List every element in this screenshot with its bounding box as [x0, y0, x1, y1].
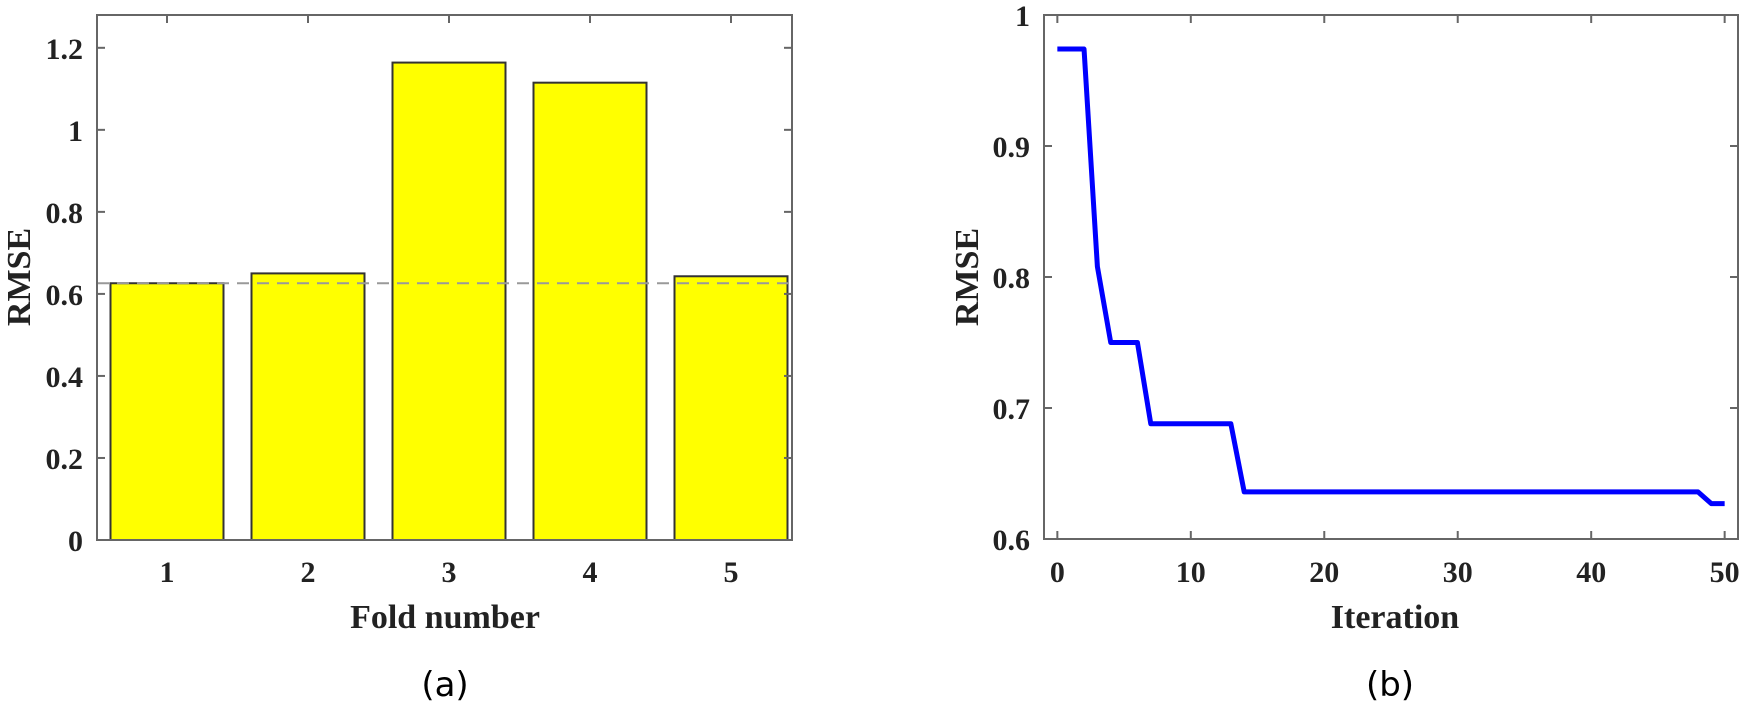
bar-fold-2	[250, 272, 366, 541]
bar-fold-4	[532, 81, 648, 541]
x-tick-label: 0	[1050, 556, 1065, 589]
y-tick-label: 1.2	[46, 33, 84, 66]
y-tick-label: 0.4	[46, 361, 84, 394]
y-axis-label: RMSE	[949, 228, 986, 326]
bar-fold-3	[391, 61, 507, 541]
x-tick-label: 1	[160, 556, 175, 589]
y-tick-label: 1	[68, 115, 83, 148]
x-tick-label: 40	[1576, 556, 1606, 589]
x-axis-ticks: 1 2 3 4 5	[160, 15, 739, 589]
y-axis-label: RMSE	[1, 228, 38, 326]
y-tick-label: 0.7	[993, 393, 1031, 426]
y-tick-label: 0.9	[993, 131, 1031, 164]
y-tick-label: 0.8	[993, 262, 1031, 295]
bar-fold-1	[109, 282, 225, 541]
x-tick-label: 4	[583, 556, 598, 589]
bar-fold-5	[673, 275, 789, 541]
y-tick-label: 0.6	[993, 524, 1031, 557]
x-tick-label: 30	[1443, 556, 1473, 589]
y-tick-label: 0	[68, 525, 83, 558]
bar-chart-panel-a: 0 0.2 0.4 0.6 0.8 1 1.2 1 2 3 4 5 RMSE Fold number…	[1, 14, 793, 705]
plot-frame	[96, 14, 793, 541]
panel-label-a: (a)	[421, 665, 468, 705]
y-tick-label: 1	[1015, 0, 1030, 33]
y-axis-ticks: 0.6 0.7 0.8 0.9 1	[993, 0, 1738, 557]
plot-frame	[1043, 14, 1739, 540]
x-tick-label: 5	[724, 556, 739, 589]
x-axis-label: Fold number	[350, 599, 540, 636]
y-tick-label: 0.6	[46, 279, 84, 312]
bars	[109, 61, 789, 541]
x-axis-ticks: 0 10 20 30 40 50	[1050, 15, 1740, 589]
x-tick-label: 10	[1176, 556, 1206, 589]
y-tick-label: 0.8	[46, 197, 84, 230]
panel-label-b: (b)	[1366, 665, 1414, 705]
y-tick-label: 0.2	[46, 443, 84, 476]
line-chart-panel-b: 0.6 0.7 0.8 0.9 1 0 10 20 30 40 50 RMSE Iteration…	[949, 0, 1740, 705]
x-tick-label: 3	[442, 556, 457, 589]
x-tick-label: 50	[1710, 556, 1740, 589]
x-tick-label: 2	[301, 556, 316, 589]
y-axis-ticks: 0 0.2 0.4 0.6 0.8 1 1.2	[46, 33, 792, 558]
rmse-line	[1057, 46, 1725, 507]
x-axis-label: Iteration	[1331, 599, 1460, 636]
x-tick-label: 20	[1309, 556, 1339, 589]
